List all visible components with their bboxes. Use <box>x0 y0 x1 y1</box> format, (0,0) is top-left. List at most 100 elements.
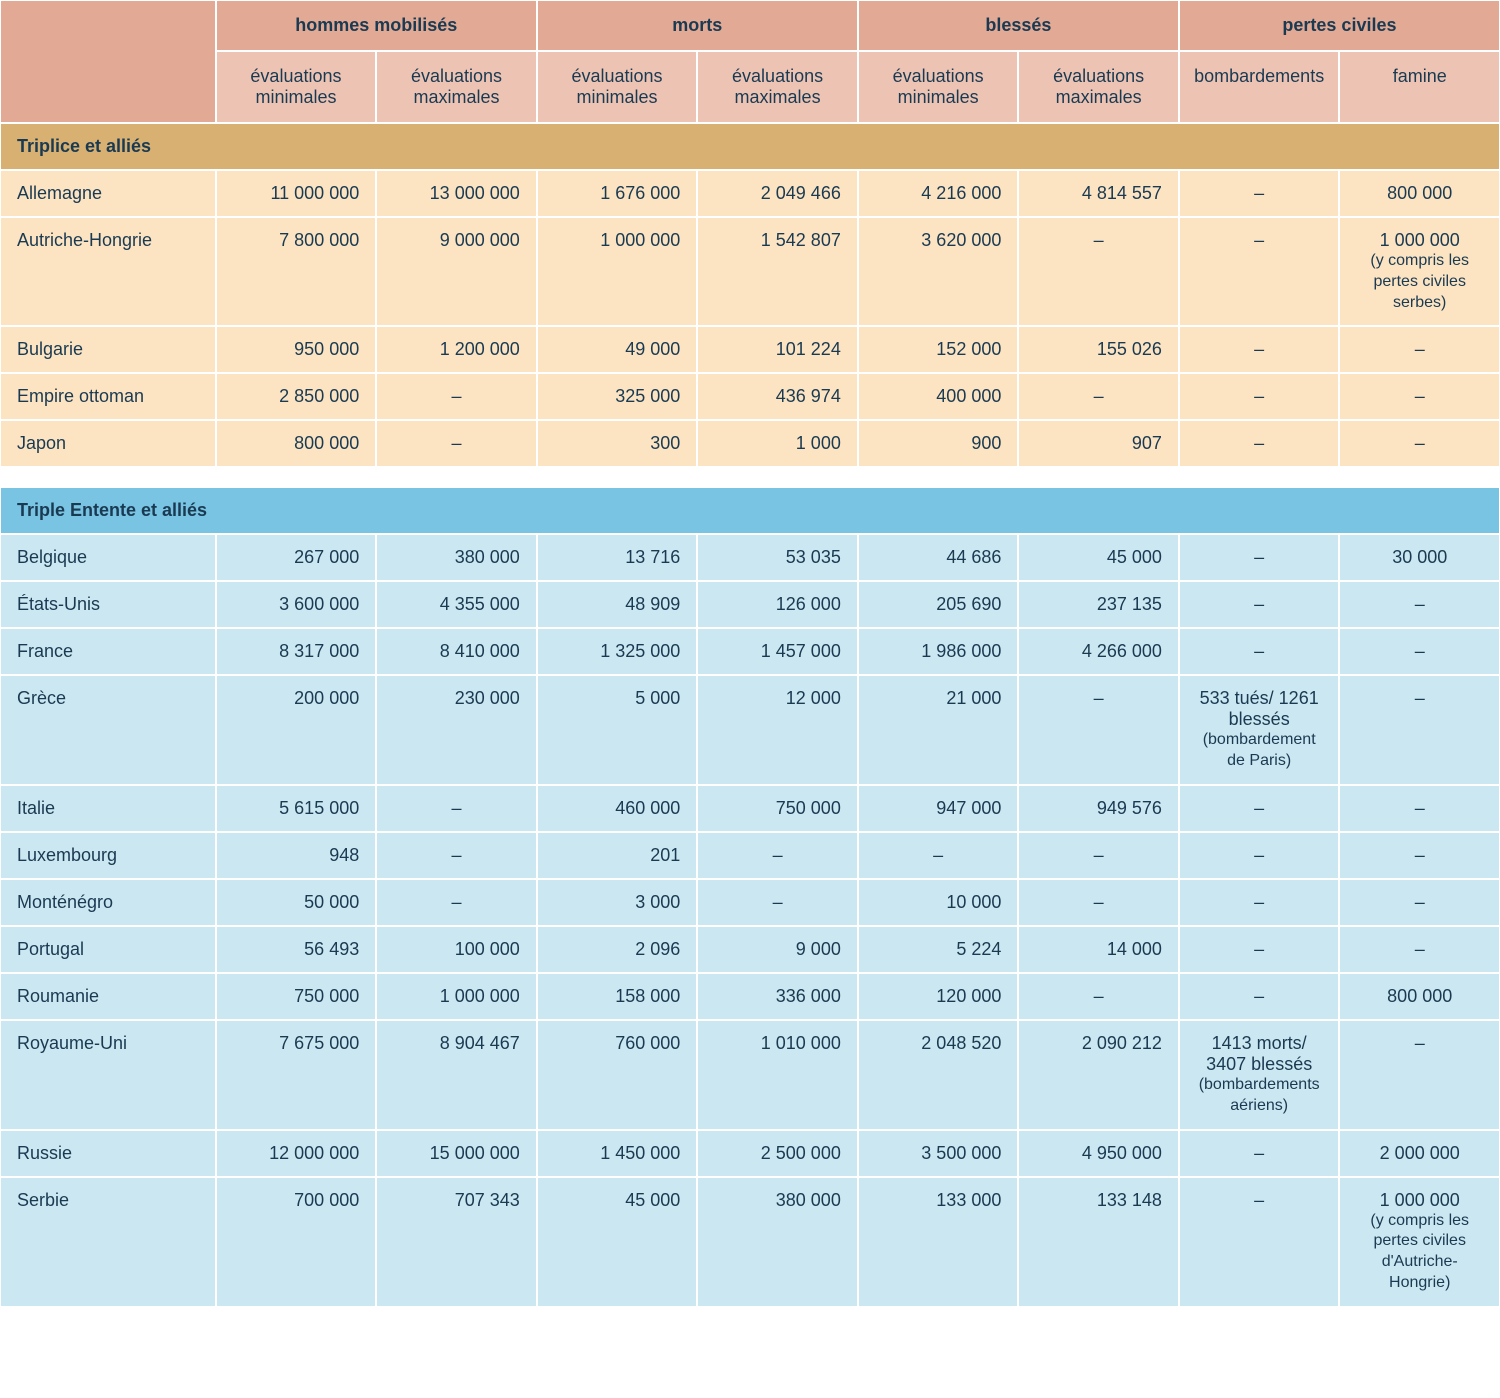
value-cell: 5 000 <box>537 675 698 785</box>
value-cell: 948 <box>216 832 377 879</box>
value-cell: 950 000 <box>216 326 377 373</box>
value-cell: – <box>1179 926 1340 973</box>
value-cell: – <box>1179 581 1340 628</box>
value-cell: 1 542 807 <box>697 217 858 326</box>
value-cell: 1 450 000 <box>537 1130 698 1177</box>
value-cell: 12 000 <box>697 675 858 785</box>
value-cell: 800 000 <box>1339 973 1500 1020</box>
value-cell: 900 <box>858 420 1019 467</box>
value-cell: 100 000 <box>376 926 537 973</box>
cell-main: 533 tués/ 1261 blessés <box>1196 688 1323 730</box>
cell-note: (bombardement de Paris) <box>1196 730 1323 772</box>
value-cell: 4 355 000 <box>376 581 537 628</box>
casualties-table: hommes mobilisés morts blessés pertes ci… <box>0 0 1500 1307</box>
table-row: Japon800 000–3001 000900907–– <box>0 420 1500 467</box>
value-cell: – <box>1018 879 1179 926</box>
cell-note: (bombardements aériens) <box>1196 1075 1323 1117</box>
header-blank <box>0 0 216 123</box>
value-cell: – <box>1018 675 1179 785</box>
value-cell: – <box>1339 581 1500 628</box>
value-cell: 2 090 212 <box>1018 1020 1179 1130</box>
value-cell: 800 000 <box>216 420 377 467</box>
value-cell: – <box>1179 1130 1340 1177</box>
table-row: Monténégro50 000–3 000–10 000––– <box>0 879 1500 926</box>
value-cell: 49 000 <box>537 326 698 373</box>
value-cell: – <box>1179 879 1340 926</box>
value-cell: 45 000 <box>537 1177 698 1307</box>
value-cell: 230 000 <box>376 675 537 785</box>
country-cell: Empire ottoman <box>0 373 216 420</box>
value-cell: 9 000 000 <box>376 217 537 326</box>
cell-main: 1 000 000 <box>1356 230 1483 251</box>
value-cell: 5 224 <box>858 926 1019 973</box>
table-row: Portugal56 493100 0002 0969 0005 22414 0… <box>0 926 1500 973</box>
header-group: hommes mobilisés <box>216 0 537 51</box>
table-row: Allemagne11 000 00013 000 0001 676 0002 … <box>0 170 1500 217</box>
value-cell: 9 000 <box>697 926 858 973</box>
value-cell: 336 000 <box>697 973 858 1020</box>
header-sub: famine <box>1339 51 1500 123</box>
value-cell: 133 000 <box>858 1177 1019 1307</box>
value-cell: 13 716 <box>537 534 698 581</box>
value-cell: 949 576 <box>1018 785 1179 832</box>
value-cell: 700 000 <box>216 1177 377 1307</box>
value-cell: 126 000 <box>697 581 858 628</box>
country-cell: Roumanie <box>0 973 216 1020</box>
value-cell: 4 950 000 <box>1018 1130 1179 1177</box>
value-cell: 1 986 000 <box>858 628 1019 675</box>
value-cell: – <box>1339 420 1500 467</box>
value-cell: 1 457 000 <box>697 628 858 675</box>
country-cell: Autriche-Hongrie <box>0 217 216 326</box>
value-cell: – <box>1179 832 1340 879</box>
value-cell: 8 904 467 <box>376 1020 537 1130</box>
value-cell: 760 000 <box>537 1020 698 1130</box>
country-cell: Belgique <box>0 534 216 581</box>
value-cell: 707 343 <box>376 1177 537 1307</box>
value-cell: 8 410 000 <box>376 628 537 675</box>
value-cell: 237 135 <box>1018 581 1179 628</box>
value-cell: 7 800 000 <box>216 217 377 326</box>
header-sub: évaluations maximales <box>1018 51 1179 123</box>
value-cell: 205 690 <box>858 581 1019 628</box>
value-cell: 2 000 000 <box>1339 1130 1500 1177</box>
table-row: Italie5 615 000–460 000750 000947 000949… <box>0 785 1500 832</box>
header-group: pertes civiles <box>1179 0 1500 51</box>
value-cell: – <box>1179 420 1340 467</box>
value-cell: – <box>1339 832 1500 879</box>
cell-main: 1413 morts/ 3407 blessés <box>1196 1033 1323 1075</box>
value-cell: 947 000 <box>858 785 1019 832</box>
value-cell: 101 224 <box>697 326 858 373</box>
cell-note: (y compris les pertes civiles d'Autriche… <box>1356 1211 1483 1294</box>
country-cell: Grèce <box>0 675 216 785</box>
value-cell: 267 000 <box>216 534 377 581</box>
table-row: Russie12 000 00015 000 0001 450 0002 500… <box>0 1130 1500 1177</box>
value-cell: – <box>376 785 537 832</box>
value-cell: 1 000 000(y compris les pertes civiles s… <box>1339 217 1500 326</box>
table-row: Roumanie750 0001 000 000158 000336 00012… <box>0 973 1500 1020</box>
table-row: Luxembourg948–201––––– <box>0 832 1500 879</box>
value-cell: – <box>1339 628 1500 675</box>
country-cell: Russie <box>0 1130 216 1177</box>
value-cell: – <box>1339 675 1500 785</box>
value-cell: 2 850 000 <box>216 373 377 420</box>
country-cell: Serbie <box>0 1177 216 1307</box>
country-cell: Luxembourg <box>0 832 216 879</box>
value-cell: – <box>376 420 537 467</box>
value-cell: – <box>376 373 537 420</box>
value-cell: 300 <box>537 420 698 467</box>
value-cell: 400 000 <box>858 373 1019 420</box>
value-cell: 8 317 000 <box>216 628 377 675</box>
value-cell: 907 <box>1018 420 1179 467</box>
value-cell: 1 000 <box>697 420 858 467</box>
value-cell: 1 000 000 <box>537 217 698 326</box>
value-cell: – <box>1179 326 1340 373</box>
value-cell: 4 814 557 <box>1018 170 1179 217</box>
value-cell: 3 620 000 <box>858 217 1019 326</box>
value-cell: 2 048 520 <box>858 1020 1019 1130</box>
value-cell: – <box>1339 785 1500 832</box>
table-row: États-Unis3 600 0004 355 00048 909126 00… <box>0 581 1500 628</box>
value-cell: – <box>1179 973 1340 1020</box>
header-row-sub: évaluations minimales évaluations maxima… <box>0 51 1500 123</box>
country-cell: Allemagne <box>0 170 216 217</box>
value-cell: 1 000 000 <box>376 973 537 1020</box>
